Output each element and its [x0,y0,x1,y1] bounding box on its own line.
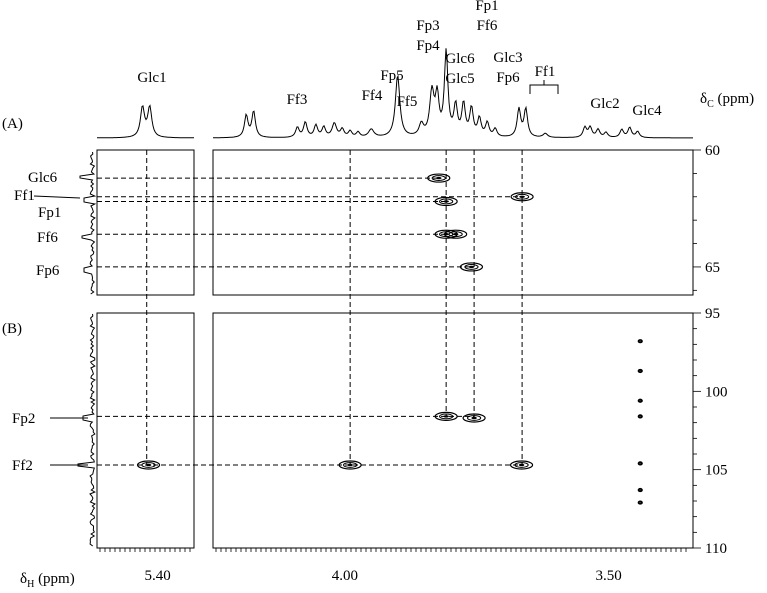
cross-peak-14 [637,414,643,419]
panel-a-right-frame [212,149,694,296]
peak-label-1-0: Ff3 [287,92,308,108]
cross-peak-7 [462,413,486,423]
ytick-100: 100 [705,384,728,400]
panel-b-label: (B) [2,321,22,337]
dashed-guides [97,150,523,466]
ylabel: δC (ppm) [700,91,754,110]
ytick-60: 60 [705,143,720,159]
panel-b-left-frame [96,312,195,549]
carbon-label-ff1: Ff1 [14,188,35,204]
ff1-bracket [529,80,559,94]
cross-peak-4 [444,229,468,239]
carbon-label-fp2: Fp2 [12,411,35,427]
carbon-label-fp6: Fp6 [36,263,60,279]
cross-peak-13 [637,398,643,403]
ytick-110: 110 [705,541,727,557]
cross-peak-1 [434,196,458,207]
peak-label-8-1: Fp6 [496,70,520,86]
cross-peak-17 [637,500,643,505]
xtick-5.40: 5.40 [145,568,171,584]
peak-label-2-0: Ff4 [362,88,383,104]
cross-peaks [136,173,643,505]
leader-ff1 [33,195,81,199]
peak-label-8-0: Glc3 [493,50,522,66]
ytick-95: 95 [705,306,720,322]
xtick-4.00: 4.00 [332,568,358,584]
cross-peak-5 [459,262,484,272]
cross-peak-12 [637,368,643,374]
cross-peak-9 [338,460,362,470]
peak-label-11-0: Glc4 [632,103,662,119]
xtick-3.50: 3.50 [595,568,621,584]
carbon-axis: 60 65 95 100 105 110 [693,143,728,557]
panel-a-label: (A) [2,116,23,132]
peak-label-3-0: Fp5 [380,68,403,84]
peak-label-5-0: Fp3 [416,18,439,34]
peak-label-10-0: Glc2 [590,96,619,112]
peak-label-9-0: Ff1 [535,64,556,80]
peak-label-0-0: Glc1 [137,70,166,86]
carbon-projection-b [77,313,96,547]
peak-label-7-0: Fp1 [475,0,498,14]
cross-peak-2 [510,192,534,202]
proton-spectrum-trace [97,48,693,139]
cross-peak-11 [637,339,643,344]
ytick-65: 65 [705,260,720,276]
cross-peak-15 [637,461,643,466]
cross-peak-8 [136,460,161,470]
proton-peak-labels: Glc1 Ff3 Ff4 Fp5 Ff5 Fp3 Fp4 Glc6 Glc5 Fp1 Ff6 Glc3… [137,0,662,119]
proton-axis: 5.40 4.00 3.50 [99,548,687,584]
peak-label-4-0: Ff5 [397,94,418,110]
cross-peak-10 [509,460,534,470]
carbon-label-ff2: Ff2 [12,458,33,474]
carbon-label-glc6: Glc6 [28,170,58,186]
cross-peak-16 [637,487,643,493]
cross-peak-0 [427,173,451,183]
panel-b-right-frame [212,312,694,549]
peak-label-6-0: Glc6 [445,51,475,67]
peak-label-5-1: Fp4 [416,38,440,54]
peak-label-7-1: Ff6 [477,18,498,34]
ytick-105: 105 [705,463,728,479]
peak-label-6-1: Glc5 [445,71,474,87]
xlabel: δH (ppm) [20,571,75,590]
carbon-projection-a [79,151,97,295]
carbon-label-fp1: Fp1 [38,205,61,221]
carbon-label-ff6: Ff6 [37,230,58,246]
cross-peak-6 [434,411,458,421]
panel-a-left-frame [96,149,195,296]
